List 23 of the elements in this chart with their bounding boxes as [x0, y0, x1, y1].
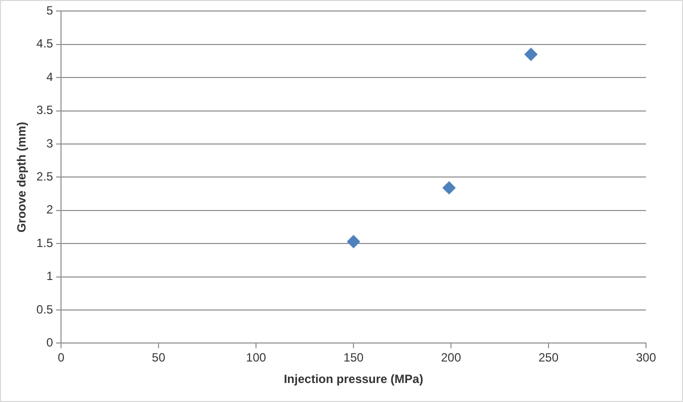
- y-tick-label: 5: [46, 4, 54, 18]
- x-axis-title: Injection pressure (MPa): [284, 372, 424, 386]
- x-tick-label: 0: [58, 350, 65, 365]
- y-tick-label: 1: [46, 269, 54, 284]
- x-tick-label: 250: [538, 350, 559, 365]
- y-tick-label: 1.5: [36, 236, 54, 250]
- x-tick-label: 100: [246, 350, 266, 365]
- x-tick-label: 50: [152, 350, 166, 365]
- y-tick-label: 3: [46, 136, 54, 150]
- y-tick-label: 4: [46, 70, 54, 84]
- y-tick-label: 0: [46, 336, 54, 350]
- point: [347, 235, 360, 248]
- y-tick-label: 2.5: [36, 170, 54, 184]
- y-tick-label: 4.5: [36, 36, 54, 51]
- x-tick-label: 150: [344, 350, 364, 365]
- y-tick-label: 0.5: [36, 302, 54, 316]
- y-tick-label: 3.5: [36, 103, 54, 118]
- point: [442, 181, 456, 194]
- point: [524, 48, 538, 61]
- y-tick-label: 2: [46, 202, 54, 217]
- y-axis-title: Groove depth (mm): [14, 122, 29, 233]
- x-tick-label: 200: [441, 350, 462, 365]
- x-tick-label: 300: [636, 350, 656, 365]
